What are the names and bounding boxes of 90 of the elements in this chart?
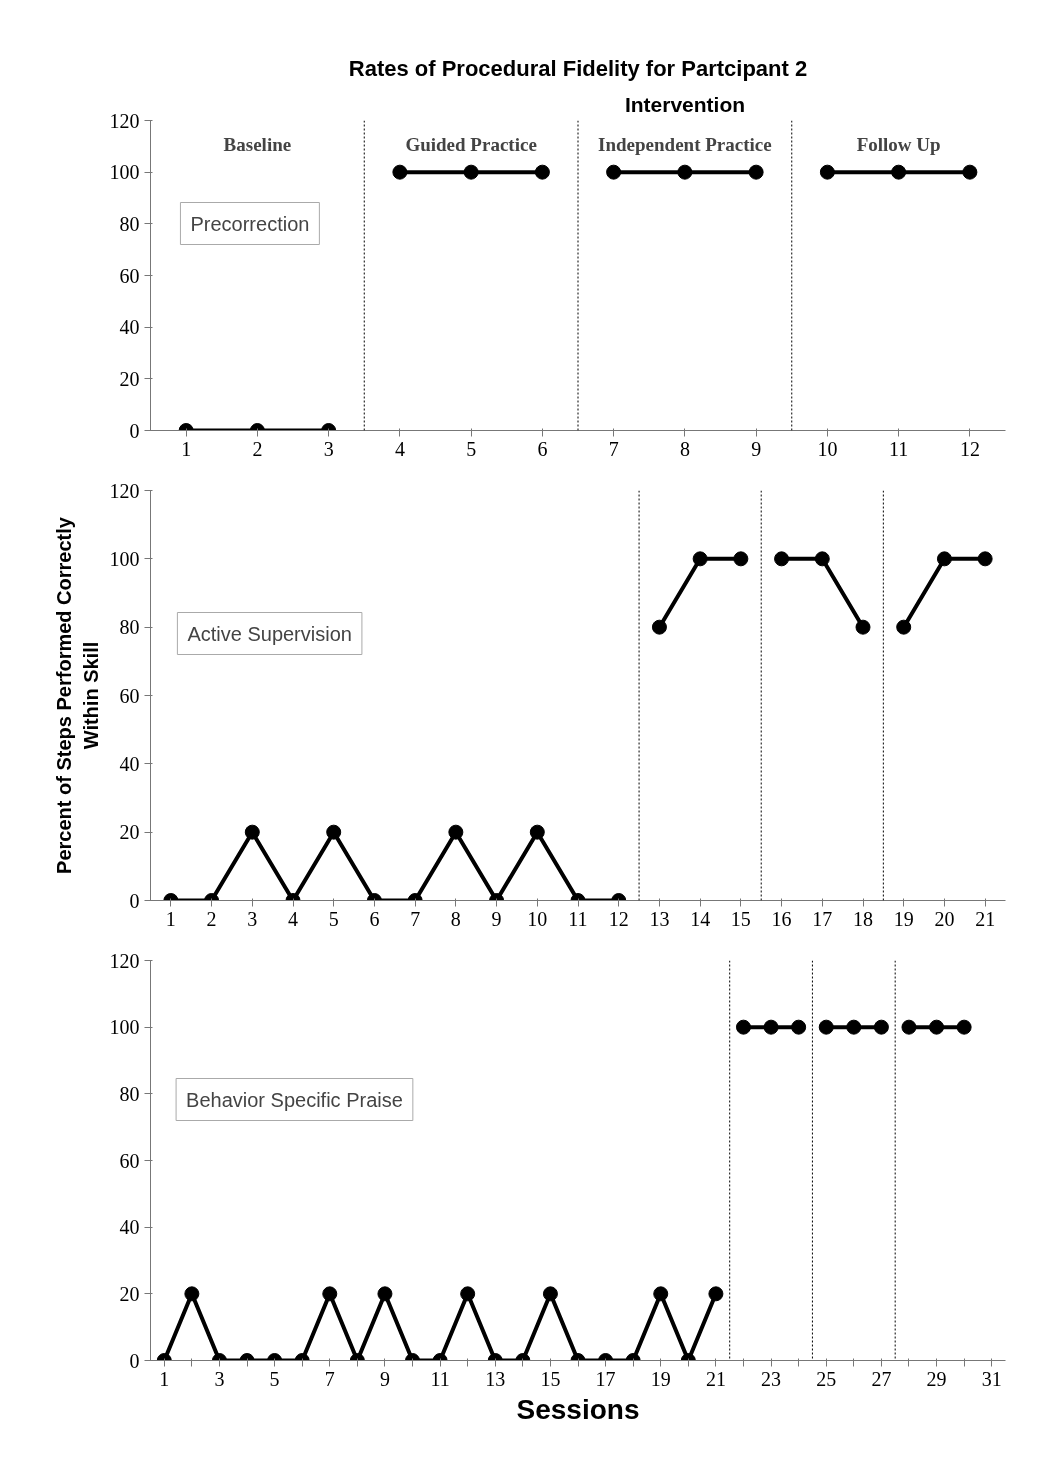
- y-tick-label: 20: [119, 367, 140, 390]
- annotation: Behavior Specific Praise: [186, 1088, 403, 1111]
- x-tick-label: 13: [485, 1367, 506, 1390]
- x-tick-label: 16: [771, 907, 792, 930]
- x-tick-label: 1: [181, 437, 192, 460]
- y-tick-label: 60: [119, 1149, 140, 1172]
- x-tick-label: 9: [751, 437, 762, 460]
- x-tick-label: 17: [595, 1367, 616, 1390]
- x-tick-label: 19: [893, 907, 914, 930]
- x-tick-label: 2: [252, 437, 263, 460]
- x-tick-label: 2: [206, 907, 217, 930]
- x-tick-label: 7: [608, 437, 619, 460]
- annotation: Precorrection: [190, 212, 310, 235]
- x-tick-label: 9: [379, 1367, 390, 1390]
- y-tick-label: 40: [119, 752, 140, 775]
- y-tick-label: 80: [119, 616, 140, 639]
- x-tick-label: 11: [889, 437, 909, 460]
- x-tick-label: 9: [491, 907, 502, 930]
- x-tick-label: 25: [816, 1367, 837, 1390]
- x-tick-label: 1: [165, 907, 176, 930]
- x-tick-label: 31: [981, 1367, 1002, 1390]
- y-tick-label: 20: [119, 821, 140, 844]
- x-tick-label: 3: [323, 437, 334, 460]
- x-tick-label: 21: [975, 907, 996, 930]
- x-tick-label: 15: [730, 907, 751, 930]
- x-tick-label: 10: [817, 437, 838, 460]
- y-tick-label: 80: [119, 1082, 140, 1105]
- x-tick-label: 5: [328, 907, 339, 930]
- y-tick-label: 100: [109, 547, 140, 570]
- x-tick-label: 21: [705, 1367, 726, 1390]
- x-tick-label: 3: [214, 1367, 225, 1390]
- annotation: Guided Practice: [405, 133, 537, 155]
- y-tick-label: 0: [129, 419, 140, 442]
- x-tick-label: 15: [540, 1367, 561, 1390]
- point: [896, 619, 912, 635]
- x-tick-label: 12: [608, 907, 629, 930]
- y-tick-label: 80: [119, 212, 140, 235]
- y-tick-label: 100: [109, 161, 140, 184]
- y-tick-label: 0: [129, 1349, 140, 1372]
- x-tick-label: 5: [269, 1367, 280, 1390]
- y-tick-label: 60: [119, 684, 140, 707]
- x-tick-label: 14: [690, 907, 711, 930]
- point: [651, 619, 667, 635]
- x-tick-label: 23: [761, 1367, 782, 1390]
- x-tick-label: 5: [466, 437, 477, 460]
- point: [855, 619, 871, 635]
- x-tick-label: 6: [537, 437, 548, 460]
- annotation: Baseline: [223, 133, 292, 155]
- x-tick-label: 7: [410, 907, 421, 930]
- point: [936, 551, 952, 567]
- x-tick-label: 10: [527, 907, 548, 930]
- x-tick-label: 18: [853, 907, 873, 930]
- x-tick-label: 1: [159, 1367, 170, 1390]
- y-tick-label: 120: [109, 479, 140, 502]
- y-tick-label: 0: [129, 889, 140, 912]
- y-tick-label: 120: [109, 109, 140, 132]
- x-tick-label: 29: [926, 1367, 947, 1390]
- annotation: Independent Practice: [598, 133, 772, 155]
- x-tick-label: 3: [247, 907, 258, 930]
- point: [733, 551, 749, 567]
- x-tick-label: 13: [649, 907, 670, 930]
- x-tick-label: 19: [650, 1367, 671, 1390]
- x-tick-label: 7: [324, 1367, 335, 1390]
- x-tick-label: 4: [288, 907, 298, 930]
- point: [814, 551, 830, 567]
- annotation: Active Supervision: [187, 622, 352, 645]
- x-tick-label: 4: [394, 437, 405, 460]
- point: [692, 551, 708, 567]
- annotation: Follow Up: [856, 133, 941, 155]
- y-axis-title: Percent of Steps Performed Correctly Within Skill: [53, 516, 102, 874]
- point: [977, 551, 993, 567]
- y-tick-label: 120: [109, 949, 140, 972]
- x-tick-label: 8: [450, 907, 461, 930]
- x-tick-label: 12: [959, 437, 980, 460]
- x-tick-label: 11: [568, 907, 588, 930]
- x-tick-label: 8: [679, 437, 690, 460]
- y-tick-label: 100: [109, 1016, 140, 1039]
- y-tick-label: 40: [119, 316, 140, 339]
- x-tick-label: 6: [369, 907, 380, 930]
- text: Intervention: [624, 92, 746, 116]
- point: [774, 551, 790, 567]
- y-tick-label: 60: [119, 264, 140, 287]
- y-tick-label: 40: [119, 1216, 140, 1239]
- x-tick-label: 20: [934, 907, 955, 930]
- x-tick-label: 11: [430, 1367, 450, 1390]
- y-tick-label: 20: [119, 1282, 140, 1305]
- x-tick-label: 17: [812, 907, 833, 930]
- chart-title: Rates of Procedural Fidelity for Partcipant 2: [348, 55, 808, 81]
- x-axis-title: Sessions: [516, 1393, 640, 1425]
- x-tick-label: 27: [871, 1367, 892, 1390]
